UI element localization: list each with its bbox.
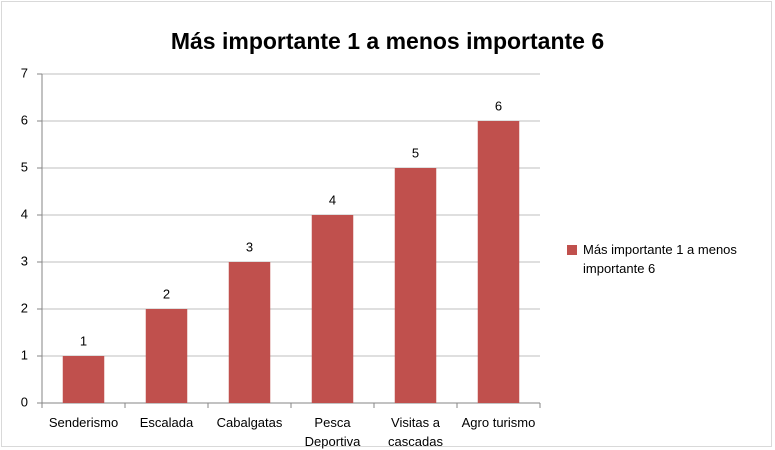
data-label: 4 xyxy=(329,192,336,207)
legend-key xyxy=(567,245,577,255)
bar xyxy=(62,356,105,403)
bar xyxy=(228,262,271,403)
x-tick-label: Escalada xyxy=(139,415,194,430)
bar xyxy=(311,215,354,403)
data-label: 3 xyxy=(246,239,253,254)
data-label: 6 xyxy=(495,98,502,113)
y-tick-label: 3 xyxy=(21,253,28,268)
bar xyxy=(145,309,188,403)
x-tick-label: Visitas a cascadas xyxy=(388,415,443,449)
x-tick-label: Senderismo xyxy=(48,415,119,430)
x-tick-label: Agro turismo xyxy=(461,415,536,430)
data-label: 1 xyxy=(80,333,87,348)
y-tick-label: 5 xyxy=(21,159,28,174)
y-tick-label: 0 xyxy=(21,394,28,409)
y-tick-label: 7 xyxy=(21,65,28,80)
y-tick-label: 1 xyxy=(21,347,28,362)
legend-label: Más importante 1 a menos importante 6 xyxy=(583,242,737,276)
y-tick-label: 4 xyxy=(21,206,28,221)
y-tick-label: 6 xyxy=(21,112,28,127)
x-tick-label: Cabalgatas xyxy=(216,415,283,430)
bar xyxy=(394,168,437,403)
data-label: 2 xyxy=(163,286,170,301)
legend: Más importante 1 a menos importante 6 xyxy=(567,240,757,278)
y-tick-label: 2 xyxy=(21,300,28,315)
x-tick-label: Pesca Deportiva xyxy=(304,415,361,449)
bar xyxy=(477,121,520,403)
data-label: 5 xyxy=(412,145,419,160)
chart-title: Más importante 1 a menos importante 6 xyxy=(170,28,605,54)
